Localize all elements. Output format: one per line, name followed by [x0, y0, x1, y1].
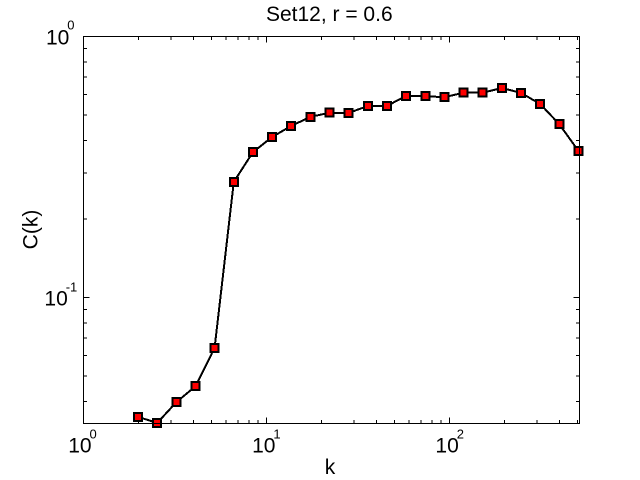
svg-text:10: 10 [46, 26, 69, 49]
svg-text:0: 0 [90, 427, 97, 442]
svg-text:0: 0 [67, 17, 74, 32]
svg-text:C(k): C(k) [19, 210, 42, 250]
svg-text:10: 10 [68, 434, 91, 457]
svg-text:k: k [325, 456, 336, 479]
svg-text:1: 1 [273, 427, 280, 442]
svg-text:10: 10 [252, 434, 275, 457]
svg-text:2: 2 [457, 427, 464, 442]
svg-text:Set12, r = 0.6: Set12, r = 0.6 [266, 3, 393, 26]
svg-text:10: 10 [435, 434, 458, 457]
svg-text:10: 10 [44, 287, 67, 310]
svg-text:-1: -1 [66, 279, 78, 294]
